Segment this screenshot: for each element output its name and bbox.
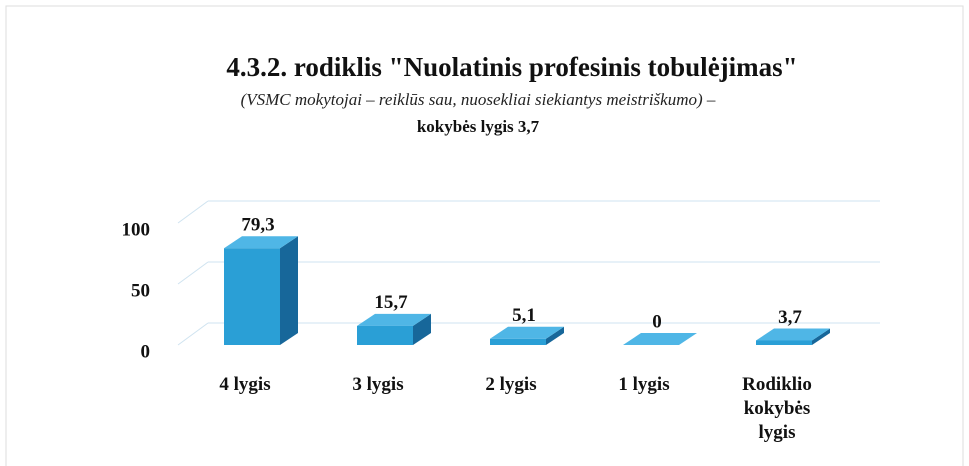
- grid-line-side: [177, 261, 209, 285]
- x-tick-label: 3 lygis: [352, 374, 404, 395]
- x-tick-label: Rodiklio kokybės lygis: [742, 374, 812, 443]
- bar-front: [756, 340, 812, 345]
- y-tick-label: 100: [122, 219, 151, 240]
- grid-line-side: [177, 322, 209, 346]
- x-tick-label: 2 lygis: [485, 374, 537, 395]
- bar-top: [490, 326, 564, 339]
- bar-side: [812, 328, 830, 345]
- y-tick-label: 0: [141, 341, 151, 362]
- y-tick-label: 50: [131, 280, 150, 301]
- bar: [490, 326, 564, 345]
- grid-line-side: [177, 200, 209, 224]
- grid-line: [177, 261, 880, 285]
- bar-front: [490, 338, 546, 345]
- grid-line: [177, 200, 880, 224]
- bar-top: [623, 333, 697, 345]
- chart-note: kokybės lygis 3,7: [417, 117, 540, 136]
- bar: [224, 236, 298, 345]
- bar-front: [224, 248, 280, 345]
- frame: [5, 5, 964, 466]
- data-label: 79,3: [241, 215, 274, 236]
- bar-side: [413, 313, 431, 345]
- bar: [756, 328, 830, 345]
- grid-line: [177, 322, 880, 346]
- bar-side: [280, 236, 298, 345]
- data-label: 0: [652, 311, 662, 332]
- bar: [623, 333, 697, 345]
- data-label: 15,7: [374, 292, 408, 313]
- x-tick-label: 4 lygis: [219, 374, 271, 395]
- chart-subtitle: (VSMC mokytojai – reiklūs sau, nuoseklia…: [241, 90, 716, 109]
- data-label: 5,1: [512, 305, 536, 326]
- bar: [357, 313, 431, 345]
- bar-side: [546, 326, 564, 345]
- chart-title: 4.3.2. rodiklis "Nuolatinis profesinis t…: [226, 52, 797, 82]
- data-label: 3,7: [778, 307, 802, 328]
- bar-top: [756, 328, 830, 341]
- bar-top: [224, 236, 298, 249]
- bar-front: [357, 325, 413, 345]
- x-tick-label: 1 lygis: [618, 374, 670, 395]
- bar-top: [357, 313, 431, 326]
